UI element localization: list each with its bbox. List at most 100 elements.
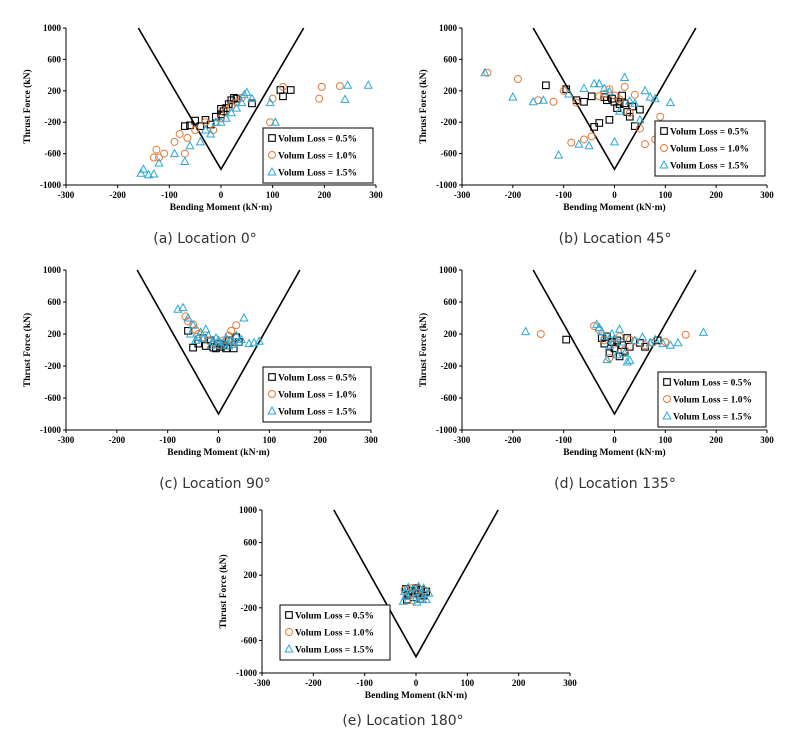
legend: Volum Loss = 0.5% Volum Loss = 1.0% Volum …: [654, 120, 766, 177]
x-tick-label: -100: [356, 678, 373, 688]
x-tick-label: -200: [505, 190, 522, 200]
data-point: [227, 96, 236, 105]
data-point: [178, 302, 188, 312]
y-tick-label: 1000: [439, 265, 458, 275]
panel-caption: (d) Location 135°: [554, 476, 676, 492]
y-tick-label: -1000: [40, 180, 61, 190]
data-point: [211, 112, 220, 121]
data-point: [217, 105, 225, 113]
data-point: [232, 321, 241, 330]
x-axis-label: Bending Moment (kN·m): [563, 202, 665, 213]
data-point: [614, 106, 625, 115]
data-point: [587, 132, 596, 141]
data-point: [209, 126, 218, 135]
y-axis-label: Thrust Force (kN): [22, 313, 33, 387]
x-tick-label: 0: [612, 190, 617, 200]
legend-label: Volum Loss = 1.5%: [673, 413, 752, 423]
legend-label: Volum Loss = 0.5%: [673, 379, 752, 389]
legend-label: Volum Loss = 1.5%: [295, 646, 374, 656]
data-point: [630, 122, 639, 130]
y-axis-label: Thrust Force (kN): [418, 313, 429, 387]
data-point: [219, 336, 228, 345]
legend-marker: [284, 643, 294, 653]
series-3: [480, 67, 676, 159]
y-tick-label: 1000: [239, 505, 258, 515]
data-point: [612, 349, 622, 359]
data-point: [229, 344, 238, 353]
data-point: [340, 94, 350, 103]
data-point: [279, 82, 287, 91]
data-point: [231, 103, 242, 112]
data-point: [698, 327, 709, 336]
chart-panel-2: -300 -200 -100 0 100 200 3001000600200-200-600…: [418, 23, 774, 247]
data-point: [605, 115, 614, 124]
data-point: [189, 343, 197, 352]
data-point: [597, 326, 607, 336]
data-point: [615, 332, 624, 341]
y-tick-label: 200: [48, 329, 62, 339]
x-tick-label: 0: [414, 678, 419, 688]
data-point: [149, 168, 159, 178]
legend-label: Volum Loss = 1.0%: [278, 152, 357, 162]
data-point: [149, 153, 158, 162]
data-point: [599, 331, 609, 340]
data-point: [183, 133, 192, 142]
data-point: [607, 328, 617, 338]
data-point: [211, 117, 221, 126]
x-tick-label: 100: [263, 435, 277, 445]
x-tick-label: -100: [161, 190, 178, 200]
data-point: [191, 126, 200, 135]
data-point: [604, 340, 615, 349]
y-axis-label: Thrust Force (kN): [22, 69, 33, 143]
data-point: [580, 135, 588, 144]
failure-envelope: [137, 27, 305, 171]
data-point: [144, 169, 154, 179]
x-tick-label: 200: [709, 435, 723, 445]
legend-box: [654, 120, 766, 177]
data-point: [665, 340, 676, 349]
data-point: [169, 148, 180, 158]
failure-envelope: [532, 269, 697, 416]
data-point: [170, 137, 179, 146]
data-point: [620, 72, 630, 81]
data-point: [650, 334, 660, 344]
series-3: [398, 581, 434, 606]
data-point: [403, 582, 413, 591]
data-point: [244, 338, 254, 348]
series-3: [520, 319, 709, 366]
legend-marker: [663, 378, 671, 386]
data-point: [536, 330, 545, 338]
legend-marker: [660, 127, 668, 135]
data-point: [195, 136, 205, 146]
legend-marker: [662, 410, 672, 420]
x-axis-label: Bending Moment (kN·m): [170, 202, 272, 213]
legend-marker: [267, 166, 277, 176]
x-tick-label: 100: [659, 190, 673, 200]
data-point: [363, 80, 373, 89]
panel-caption: (e) Location 180°: [342, 713, 463, 729]
y-tick-label: 200: [244, 570, 258, 580]
data-point: [595, 119, 604, 127]
legend-marker: [268, 373, 276, 381]
panel-caption: (b) Location 45°: [559, 231, 672, 247]
data-point: [317, 82, 326, 91]
chart-panel-4: -300 -200 -100 0 100 200 3001000600200-200-600…: [418, 265, 774, 492]
data-point: [635, 114, 645, 124]
data-point: [600, 336, 609, 345]
data-point: [605, 85, 614, 94]
data-point: [564, 88, 574, 98]
x-tick-label: -200: [505, 435, 522, 445]
data-point: [226, 335, 236, 344]
x-tick-label: 200: [318, 190, 332, 200]
data-point: [584, 140, 594, 150]
data-point: [413, 581, 424, 591]
data-point: [239, 89, 249, 99]
data-point: [617, 336, 627, 346]
data-point: [579, 83, 589, 92]
data-point: [595, 92, 604, 101]
y-tick-label: -200: [441, 117, 458, 127]
data-point: [201, 115, 210, 124]
data-point: [218, 337, 229, 347]
data-point: [206, 128, 216, 138]
